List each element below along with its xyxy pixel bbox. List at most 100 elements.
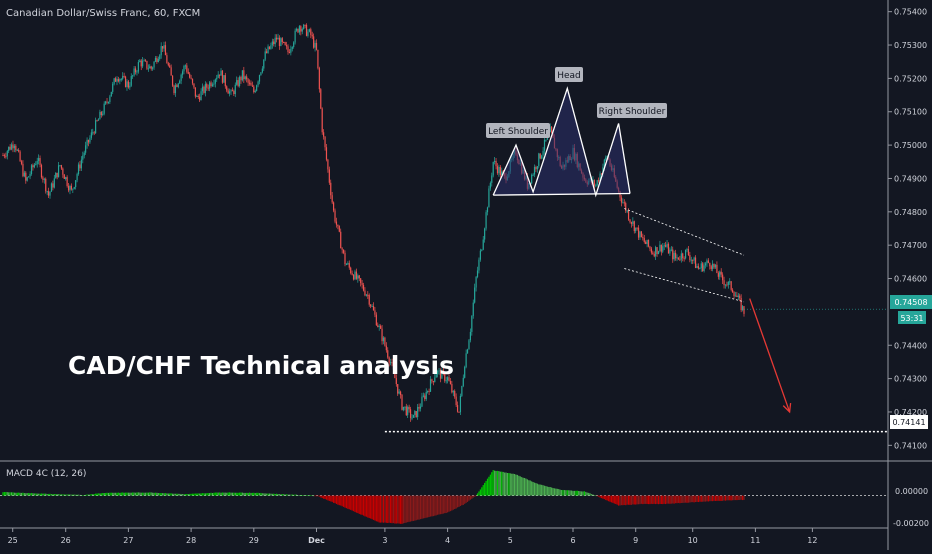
candle-body xyxy=(377,325,379,327)
macd-bar xyxy=(355,495,357,513)
head-label-box xyxy=(555,67,583,82)
candle-body xyxy=(191,78,194,84)
macd-bar xyxy=(709,495,711,502)
candle-body xyxy=(271,41,273,46)
macd-bar xyxy=(697,495,699,503)
candle-body xyxy=(736,295,738,297)
candle-body xyxy=(176,85,178,87)
channel-lower-line[interactable] xyxy=(624,268,745,303)
candle-body xyxy=(209,82,211,89)
macd-bar xyxy=(558,489,560,496)
macd-bar xyxy=(579,491,581,496)
candle-body xyxy=(144,60,147,62)
channel-upper-line[interactable] xyxy=(624,208,745,256)
macd-bar xyxy=(588,492,590,496)
candle-body xyxy=(543,139,546,151)
macd-bar xyxy=(313,495,315,497)
candle-body xyxy=(284,42,286,46)
macd-bar xyxy=(52,493,54,496)
macd-bar xyxy=(110,492,112,496)
candle-body xyxy=(199,96,201,101)
macd-bar xyxy=(196,493,198,496)
macd-bar xyxy=(555,488,557,496)
candle-body xyxy=(258,75,261,82)
macd-bar xyxy=(385,495,387,523)
candle-body xyxy=(456,405,459,412)
macd-bar xyxy=(19,492,21,496)
candle-body xyxy=(93,132,95,134)
head-shoulders-outline[interactable] xyxy=(492,86,631,198)
candle-body xyxy=(335,221,338,225)
macd-bar xyxy=(22,492,24,496)
candle-body xyxy=(499,166,501,175)
macd-bar xyxy=(191,493,194,496)
head-shoulders-fill xyxy=(493,88,630,196)
macd-bar xyxy=(378,495,380,523)
candle-body xyxy=(162,46,164,49)
candle-body xyxy=(640,231,642,237)
candle-body xyxy=(280,38,282,47)
macd-bar xyxy=(699,495,701,502)
macd-bar xyxy=(270,493,272,496)
macd-bar xyxy=(575,490,577,496)
candle-body xyxy=(620,197,623,203)
candle-body xyxy=(83,152,85,156)
macd-bar xyxy=(337,495,339,505)
macd-bar xyxy=(482,485,484,496)
candle-body xyxy=(342,249,345,253)
macd-bar xyxy=(102,492,104,496)
candle-body xyxy=(256,85,258,91)
candle-body xyxy=(196,96,198,98)
candle-body xyxy=(354,271,356,280)
macd-bar xyxy=(616,495,618,505)
macd-bar xyxy=(209,493,211,496)
right-shoulder-label[interactable]: Right Shoulder xyxy=(597,103,667,118)
macd-bar xyxy=(152,492,154,496)
neckline[interactable] xyxy=(493,192,631,196)
candle-body xyxy=(267,46,269,53)
candle-body xyxy=(351,273,353,275)
macd-bar xyxy=(486,478,489,496)
macd-bar xyxy=(230,492,232,496)
macd-bar xyxy=(655,495,657,505)
price-tick-label: 0.75400 xyxy=(894,8,927,17)
candle-body xyxy=(40,164,43,178)
candle-body xyxy=(216,77,218,80)
macd-bar xyxy=(240,492,242,496)
left-shoulder-label[interactable]: Left Shoulder xyxy=(486,123,550,138)
macd-bar xyxy=(162,493,164,496)
candle-body xyxy=(350,267,352,274)
head-label[interactable]: Head xyxy=(555,67,583,82)
candle-body xyxy=(647,239,650,247)
macd-bar xyxy=(314,495,316,497)
macd-bar xyxy=(174,493,177,496)
candle-body xyxy=(451,384,453,393)
macd-bar xyxy=(474,495,476,497)
candle-body xyxy=(214,79,216,84)
candle-body xyxy=(43,178,45,180)
macd-bar xyxy=(485,480,487,496)
price-tick-label: 0.74100 xyxy=(894,441,927,450)
macd-bar xyxy=(278,494,281,496)
candle-body xyxy=(501,171,503,175)
time-tick-label: 26 xyxy=(61,536,71,545)
candle-body xyxy=(247,79,249,83)
candle-body xyxy=(682,253,684,259)
candle-body xyxy=(429,379,432,392)
macd-bar xyxy=(327,495,329,501)
macd-bar xyxy=(375,495,377,522)
forecast-arrow-line[interactable] xyxy=(749,298,791,413)
candle-body xyxy=(226,86,228,91)
candle-body xyxy=(699,268,701,270)
support-price-badge: 0.74141 xyxy=(890,415,928,429)
macd-bar xyxy=(659,495,661,504)
macd-bar xyxy=(80,495,82,496)
candle-body xyxy=(600,173,603,175)
candle-body xyxy=(441,370,443,379)
support-price-text: 0.74141 xyxy=(892,418,925,427)
macd-bar xyxy=(213,492,215,496)
candle-body xyxy=(484,228,486,240)
macd-bar xyxy=(637,495,640,505)
